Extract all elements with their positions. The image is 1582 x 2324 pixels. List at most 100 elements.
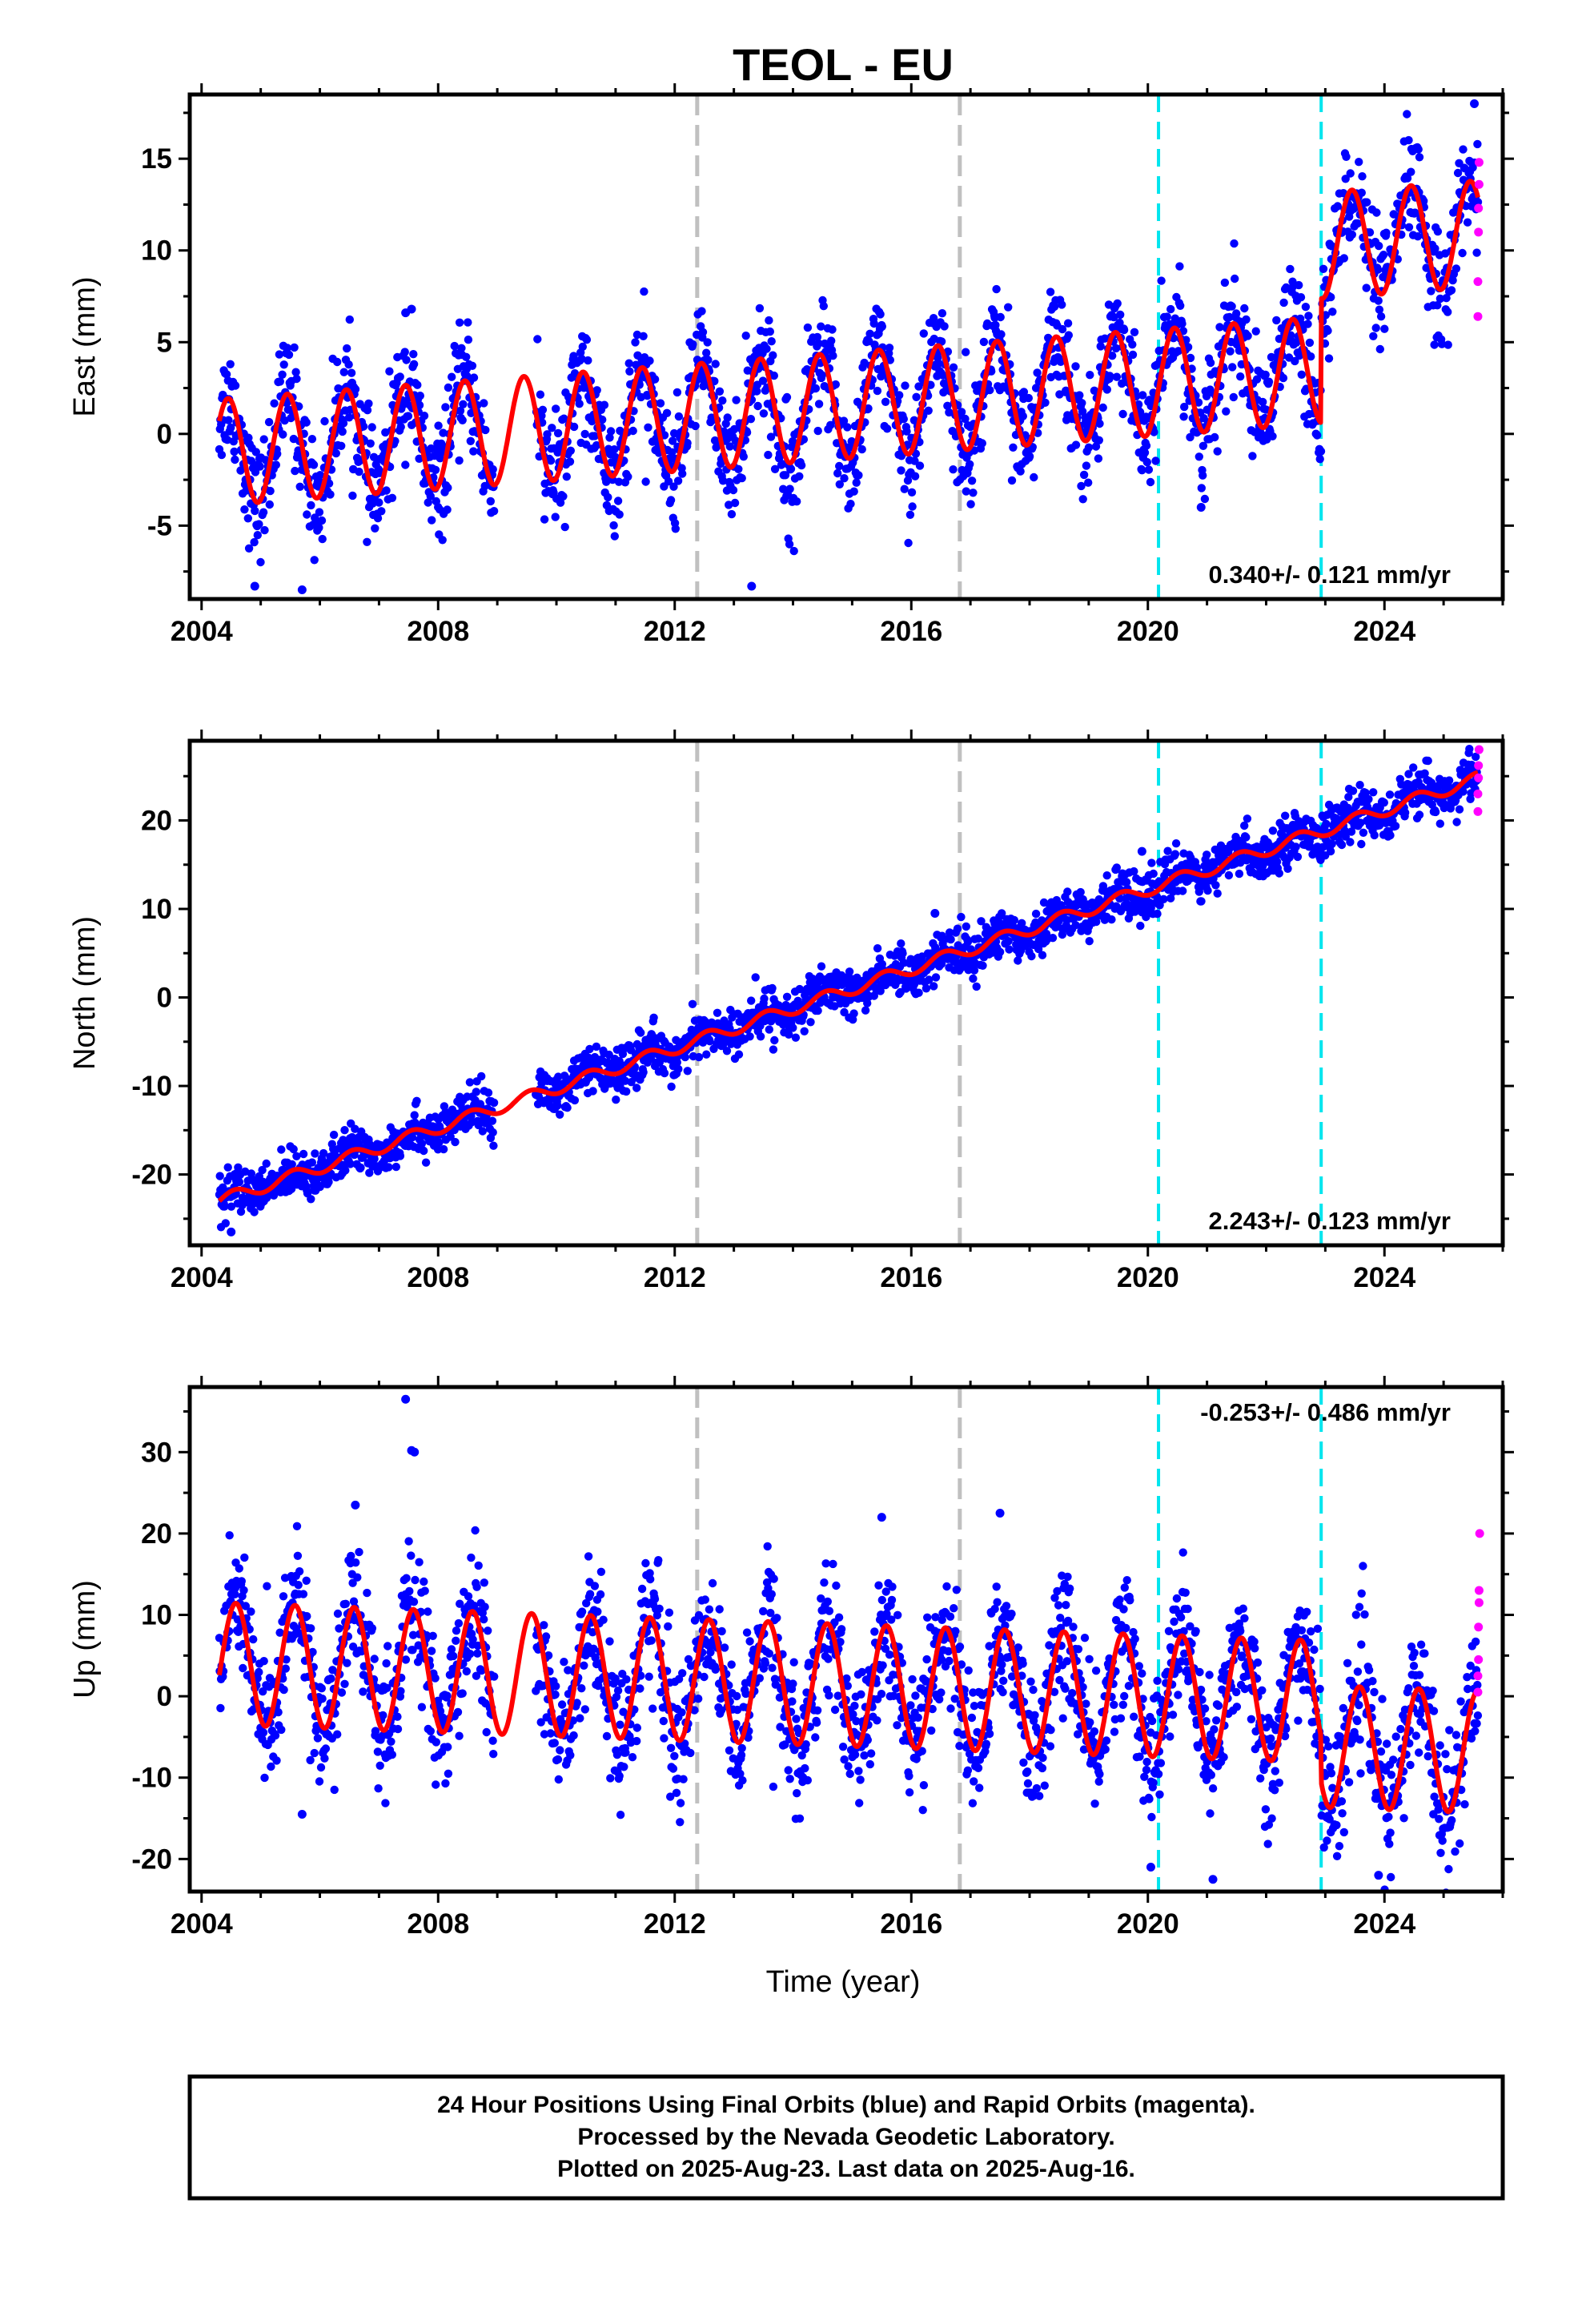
final-orbit-point bbox=[769, 1045, 778, 1054]
final-orbit-point bbox=[335, 1624, 343, 1633]
x-tick-label: 2016 bbox=[880, 1262, 942, 1293]
x-tick-label: 2024 bbox=[1353, 1262, 1415, 1293]
final-orbit-point bbox=[1106, 372, 1114, 380]
final-orbit-point bbox=[937, 959, 946, 968]
final-orbit-point bbox=[782, 392, 792, 402]
final-orbit-point bbox=[785, 485, 794, 493]
final-orbit-point bbox=[1448, 275, 1457, 285]
final-orbit-point bbox=[548, 424, 556, 432]
panel-north: 2004 2008 2012 2016 2020 2024-20-1001020North… bbox=[68, 730, 1514, 1293]
final-orbit-point bbox=[407, 304, 416, 314]
final-orbit-point bbox=[320, 1754, 329, 1763]
final-orbit-point bbox=[826, 420, 835, 429]
x-tick-label: 2012 bbox=[644, 616, 706, 647]
final-orbit-point bbox=[1339, 254, 1349, 263]
final-orbit-point bbox=[259, 1657, 268, 1666]
final-orbit-point bbox=[317, 1684, 326, 1693]
final-orbit-point bbox=[791, 1033, 801, 1042]
final-orbit-point bbox=[431, 1674, 440, 1683]
final-orbit-point bbox=[441, 403, 450, 412]
final-orbit-point bbox=[1472, 752, 1480, 762]
final-orbit-point bbox=[729, 485, 738, 495]
final-orbit-point bbox=[1293, 852, 1303, 862]
final-orbit-point bbox=[1375, 344, 1385, 354]
final-orbit-point bbox=[639, 332, 648, 340]
final-orbit-point bbox=[351, 1124, 359, 1133]
final-orbit-point bbox=[1463, 218, 1472, 227]
final-orbit-point bbox=[277, 1145, 286, 1154]
final-orbit-point bbox=[1113, 299, 1122, 308]
final-orbit-point bbox=[359, 1687, 367, 1696]
final-orbit-point bbox=[290, 343, 299, 352]
final-orbit-point bbox=[600, 400, 609, 409]
final-orbit-point bbox=[471, 1526, 480, 1535]
final-orbit-point bbox=[231, 381, 240, 390]
final-orbit-point bbox=[444, 1743, 452, 1751]
final-orbit-point bbox=[374, 1784, 383, 1793]
final-orbit-point bbox=[343, 344, 351, 353]
final-orbit-point bbox=[1372, 208, 1381, 217]
final-orbit-point bbox=[1252, 375, 1262, 384]
final-orbit-point bbox=[921, 984, 931, 993]
final-orbit-point bbox=[1370, 830, 1379, 840]
final-orbit-point bbox=[978, 439, 987, 448]
final-orbit-point bbox=[1433, 227, 1443, 236]
final-orbit-point bbox=[307, 435, 317, 444]
final-orbit-point bbox=[440, 1102, 449, 1111]
final-orbit-point bbox=[243, 514, 252, 523]
final-orbit-point bbox=[683, 439, 692, 448]
final-orbit-point bbox=[644, 423, 652, 432]
final-orbit-point bbox=[1362, 283, 1371, 292]
final-orbit-point bbox=[441, 1779, 450, 1788]
final-orbit-point bbox=[453, 1707, 463, 1717]
final-orbit-point bbox=[260, 525, 269, 535]
final-orbit-point bbox=[1385, 790, 1395, 799]
final-orbit-point bbox=[420, 1577, 428, 1586]
final-orbit-point bbox=[1058, 300, 1066, 309]
final-orbit-point bbox=[294, 1581, 303, 1590]
final-orbit-point bbox=[1186, 353, 1195, 363]
final-orbit-point bbox=[1435, 819, 1445, 828]
final-orbit-point bbox=[1363, 198, 1371, 207]
final-orbit-point bbox=[609, 521, 618, 530]
final-orbit-point bbox=[691, 421, 700, 431]
rapid-orbit-point bbox=[1474, 203, 1484, 213]
final-orbit-point bbox=[1163, 846, 1172, 855]
final-orbit-point bbox=[1231, 274, 1239, 283]
final-orbit-point bbox=[876, 310, 885, 319]
final-orbit-point bbox=[1382, 228, 1391, 237]
x-tick-label: 2012 bbox=[644, 1262, 706, 1293]
final-orbit-point bbox=[1452, 818, 1461, 826]
final-orbit-point bbox=[432, 1780, 440, 1789]
final-orbit-point bbox=[986, 385, 994, 395]
final-orbit-point bbox=[482, 1727, 491, 1737]
final-orbit-point bbox=[1108, 352, 1117, 360]
final-orbit-point bbox=[448, 372, 456, 381]
final-orbit-point bbox=[223, 436, 232, 444]
final-orbit-point bbox=[279, 360, 288, 369]
rate-annotation-east: 0.340+/- 0.121 mm/yr bbox=[1209, 561, 1451, 589]
panel-plot-area bbox=[215, 741, 1484, 1245]
final-orbit-point bbox=[234, 1163, 243, 1172]
final-orbit-point bbox=[978, 961, 987, 971]
final-orbit-point bbox=[662, 408, 672, 417]
final-orbit-point bbox=[1128, 350, 1138, 360]
final-orbit-point bbox=[472, 1582, 481, 1591]
final-orbit-point bbox=[902, 427, 911, 436]
x-tick-label: 2016 bbox=[880, 616, 942, 647]
final-orbit-point bbox=[1355, 158, 1363, 167]
final-orbit-point bbox=[1078, 495, 1087, 504]
final-orbit-point bbox=[262, 1159, 271, 1168]
final-orbit-point bbox=[1355, 781, 1364, 790]
final-orbit-point bbox=[1427, 778, 1436, 787]
final-orbit-point bbox=[668, 436, 677, 445]
final-orbit-point bbox=[351, 1558, 360, 1567]
final-orbit-point bbox=[256, 557, 265, 567]
final-orbit-point bbox=[1227, 302, 1236, 311]
final-orbit-point bbox=[1305, 338, 1315, 348]
final-orbit-point bbox=[1076, 887, 1085, 897]
final-orbit-point bbox=[759, 409, 769, 418]
final-orbit-point bbox=[1319, 264, 1328, 273]
final-orbit-point bbox=[827, 336, 836, 345]
